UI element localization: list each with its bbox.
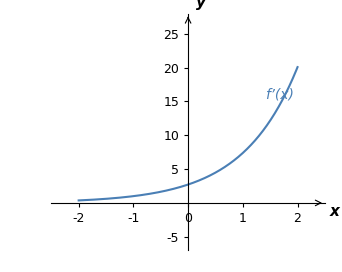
Text: y: y xyxy=(196,0,206,10)
Text: x: x xyxy=(329,203,339,218)
Text: f’(x): f’(x) xyxy=(265,88,293,102)
